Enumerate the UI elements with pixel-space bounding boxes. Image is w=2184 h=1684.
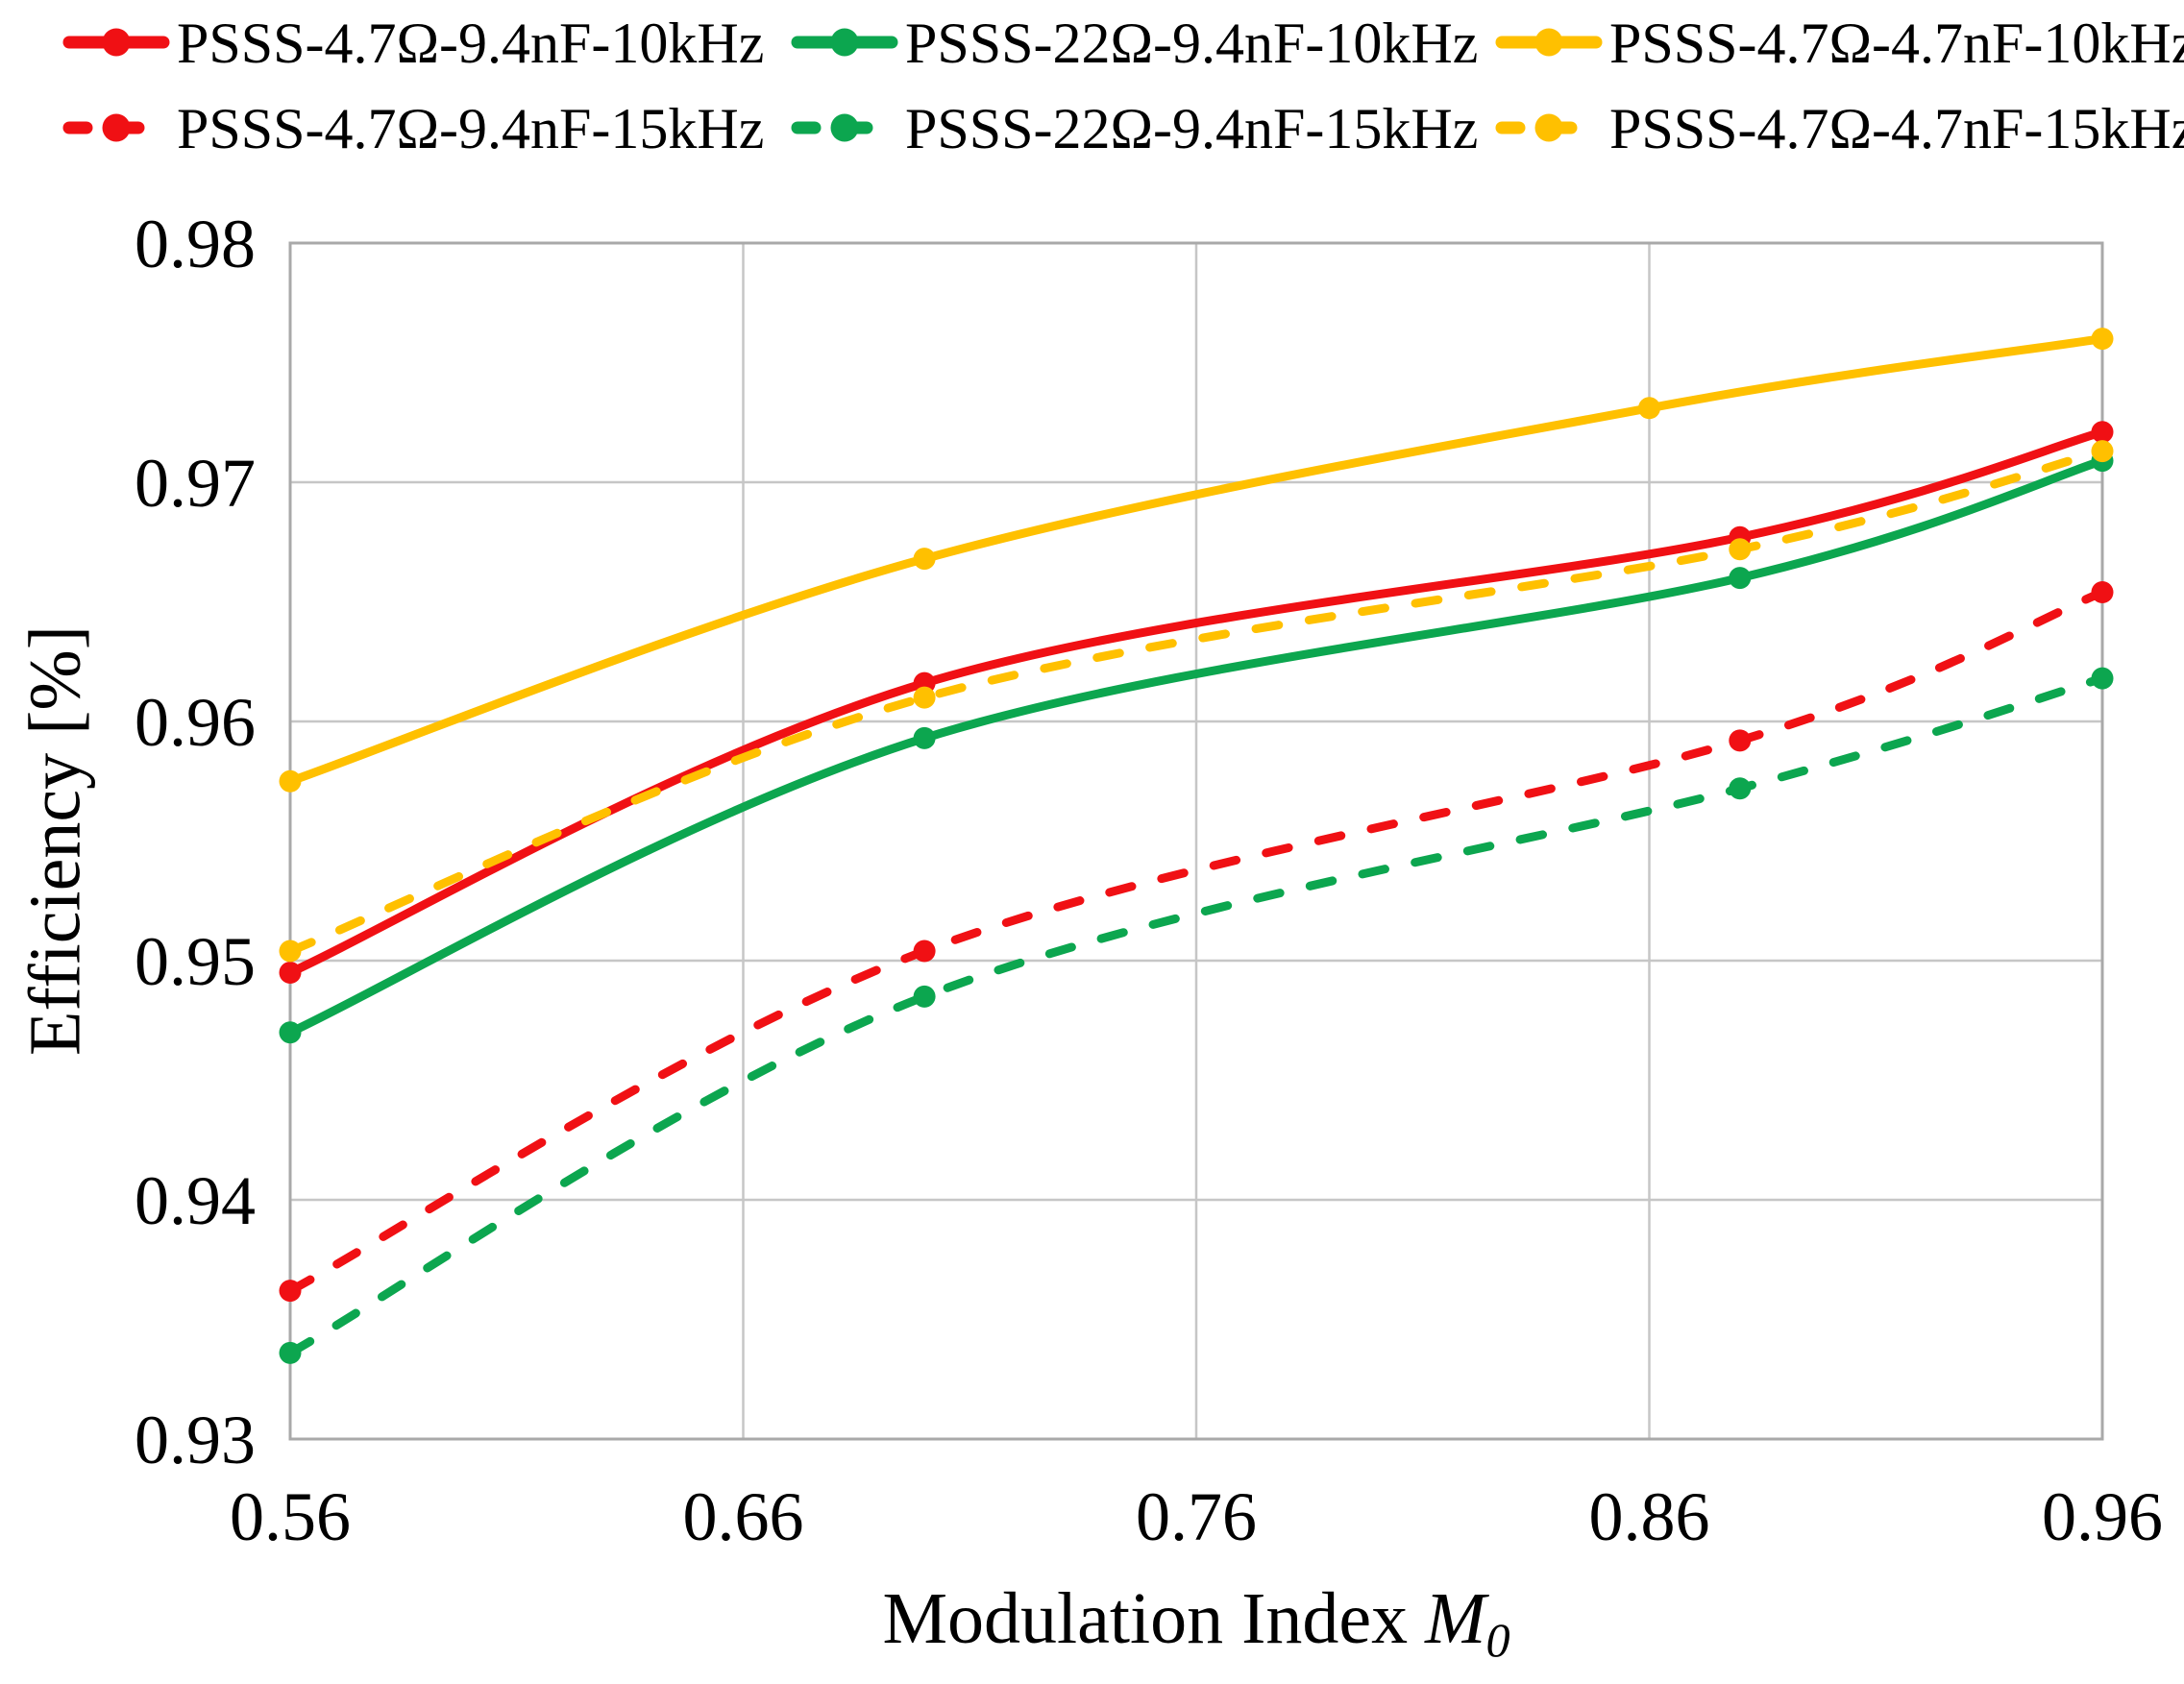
legend-label: PSSS-4.7Ω-9.4nF-15kHz (177, 97, 764, 160)
series-line-PSSS-4.7Ω-4.7nF-15kHz (285, 447, 2107, 956)
x-tick-label: 0.86 (1589, 1478, 1710, 1555)
x-tick-label: 0.96 (2042, 1478, 2163, 1555)
series-line-PSSS-4.7Ω-9.4nF-10kHz (285, 427, 2107, 977)
y-tick-label: 0.98 (135, 206, 256, 282)
x-axis-title-text: Modulation Index (882, 1578, 1409, 1659)
data-point-marker (1638, 397, 1660, 420)
data-point-marker (913, 548, 936, 571)
series-line-PSSS-22Ω-9.4nF-15kHz (285, 673, 2107, 1357)
legend-item: PSSS-22Ω-9.4nF-10kHz (791, 12, 1478, 75)
legend-item: PSSS-4.7Ω-9.4nF-15kHz (62, 97, 764, 160)
data-point-marker (2091, 440, 2114, 463)
legend-label: PSSS-22Ω-9.4nF-10kHz (905, 12, 1478, 75)
data-point-marker (279, 961, 302, 984)
legend-label: PSSS-4.7Ω-4.7nF-15kHz (1609, 97, 2184, 160)
legend-item: PSSS-4.7Ω-4.7nF-10kHz (1495, 12, 2184, 75)
legend-item: PSSS-22Ω-9.4nF-15kHz (791, 97, 1478, 160)
series-line-PSSS-4.7Ω-9.4nF-15kHz (285, 588, 2107, 1296)
data-point-marker (279, 769, 302, 793)
data-point-marker (913, 686, 936, 709)
y-tick-label: 0.96 (135, 684, 256, 761)
data-point-marker (279, 1021, 302, 1044)
legend-marker-dot (1534, 113, 1563, 142)
y-tick-label: 0.95 (135, 923, 256, 1000)
data-point-marker (2091, 581, 2114, 604)
data-point-marker (279, 1341, 302, 1364)
data-point-marker (1729, 777, 1752, 800)
legend-label: PSSS-4.7Ω-4.7nF-10kHz (1609, 12, 2184, 75)
data-point-marker (1729, 729, 1752, 752)
y-tick-label: 0.97 (135, 445, 256, 522)
data-point-marker (913, 726, 936, 749)
x-axis-title-subscript: 0 (1485, 1613, 1510, 1668)
plot-border (288, 241, 2104, 1441)
x-axis-title: Modulation Index M0 (882, 1577, 1509, 1664)
legend-marker-dot (102, 28, 131, 57)
legend-marker-dot (830, 28, 859, 57)
data-point-marker (2091, 328, 2114, 351)
data-point-marker (2091, 667, 2114, 690)
data-point-marker (2091, 421, 2114, 444)
legend-marker-dot (1534, 28, 1563, 57)
data-point-marker (913, 940, 936, 963)
data-point-marker (913, 985, 936, 1008)
y-tick-label: 0.93 (135, 1402, 256, 1478)
x-tick-label: 0.66 (683, 1478, 804, 1555)
legend-label: PSSS-22Ω-9.4nF-15kHz (905, 97, 1478, 160)
legend-item: PSSS-4.7Ω-9.4nF-10kHz (62, 12, 764, 75)
series-line-PSSS-22Ω-9.4nF-10kHz (285, 456, 2107, 1037)
data-point-marker (279, 1280, 302, 1303)
legend-label: PSSS-4.7Ω-9.4nF-10kHz (177, 12, 764, 75)
data-point-marker (1729, 538, 1752, 561)
data-point-marker (279, 940, 302, 963)
x-axis-title-variable: M (1425, 1578, 1486, 1659)
y-tick-label: 0.94 (135, 1162, 256, 1239)
y-axis-title: Efficiency [%] (14, 624, 96, 1057)
legend-marker-dot (102, 113, 131, 142)
data-point-marker (1729, 567, 1752, 590)
x-tick-label: 0.56 (230, 1478, 351, 1555)
legend-item: PSSS-4.7Ω-4.7nF-15kHz (1495, 97, 2184, 160)
x-tick-label: 0.76 (1136, 1478, 1257, 1555)
series-line-PSSS-4.7Ω-4.7nF-10kHz (285, 334, 2107, 786)
legend-marker-dot (830, 113, 859, 142)
